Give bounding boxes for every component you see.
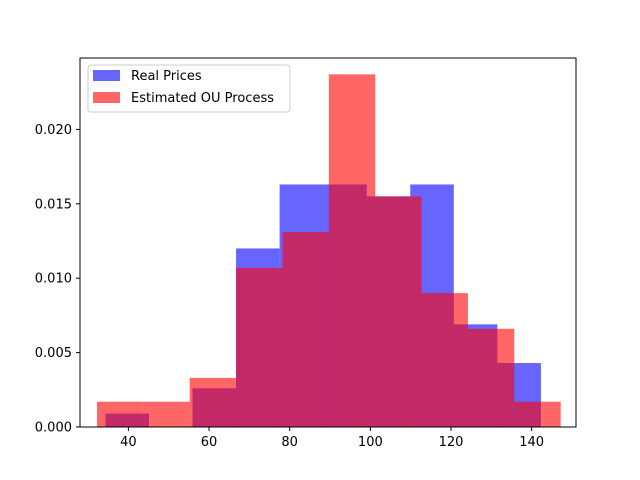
estimated-ou-bars [96, 74, 561, 427]
y-tick-label: 0.000 [35, 421, 72, 436]
x-tick-label: 100 [358, 435, 383, 450]
bar-estimated-ou-process-1 [143, 401, 190, 427]
bar-estimated-ou-process-2 [189, 377, 237, 427]
x-tick-label: 140 [519, 435, 544, 450]
y-tick-label: 0.015 [35, 197, 72, 212]
bar-estimated-ou-process-8 [467, 328, 515, 427]
y-tick-label: 0.005 [35, 346, 72, 361]
bar-estimated-ou-process-0 [96, 401, 144, 427]
legend: Real Prices Estimated OU Process [87, 64, 291, 113]
axes-frame [79, 57, 577, 428]
y-tick-label: 0.010 [35, 272, 72, 287]
x-tick-label: 120 [439, 435, 464, 450]
legend-swatch-estimated-ou-process [93, 92, 120, 103]
x-axis: 40 60 80 100 120 140 [120, 427, 544, 450]
x-tick-label: 40 [120, 435, 137, 450]
legend-label-estimated-ou-process: Estimated OU Process [131, 91, 274, 106]
y-axis: 0.000 0.005 0.010 0.015 0.020 [35, 123, 80, 436]
x-tick-label: 80 [281, 435, 298, 450]
bar-estimated-ou-process-4 [282, 232, 329, 427]
legend-swatch-real-prices [93, 70, 120, 81]
legend-label-real-prices: Real Prices [131, 69, 202, 84]
y-tick-label: 0.020 [35, 123, 72, 138]
bar-estimated-ou-process-6 [375, 196, 422, 427]
bar-estimated-ou-process-7 [421, 293, 468, 427]
bar-estimated-ou-process-3 [236, 267, 283, 427]
legend-box [87, 64, 291, 113]
bar-estimated-ou-process-5 [328, 74, 376, 427]
bar-estimated-ou-process-9 [514, 401, 561, 427]
x-tick-label: 60 [201, 435, 218, 450]
